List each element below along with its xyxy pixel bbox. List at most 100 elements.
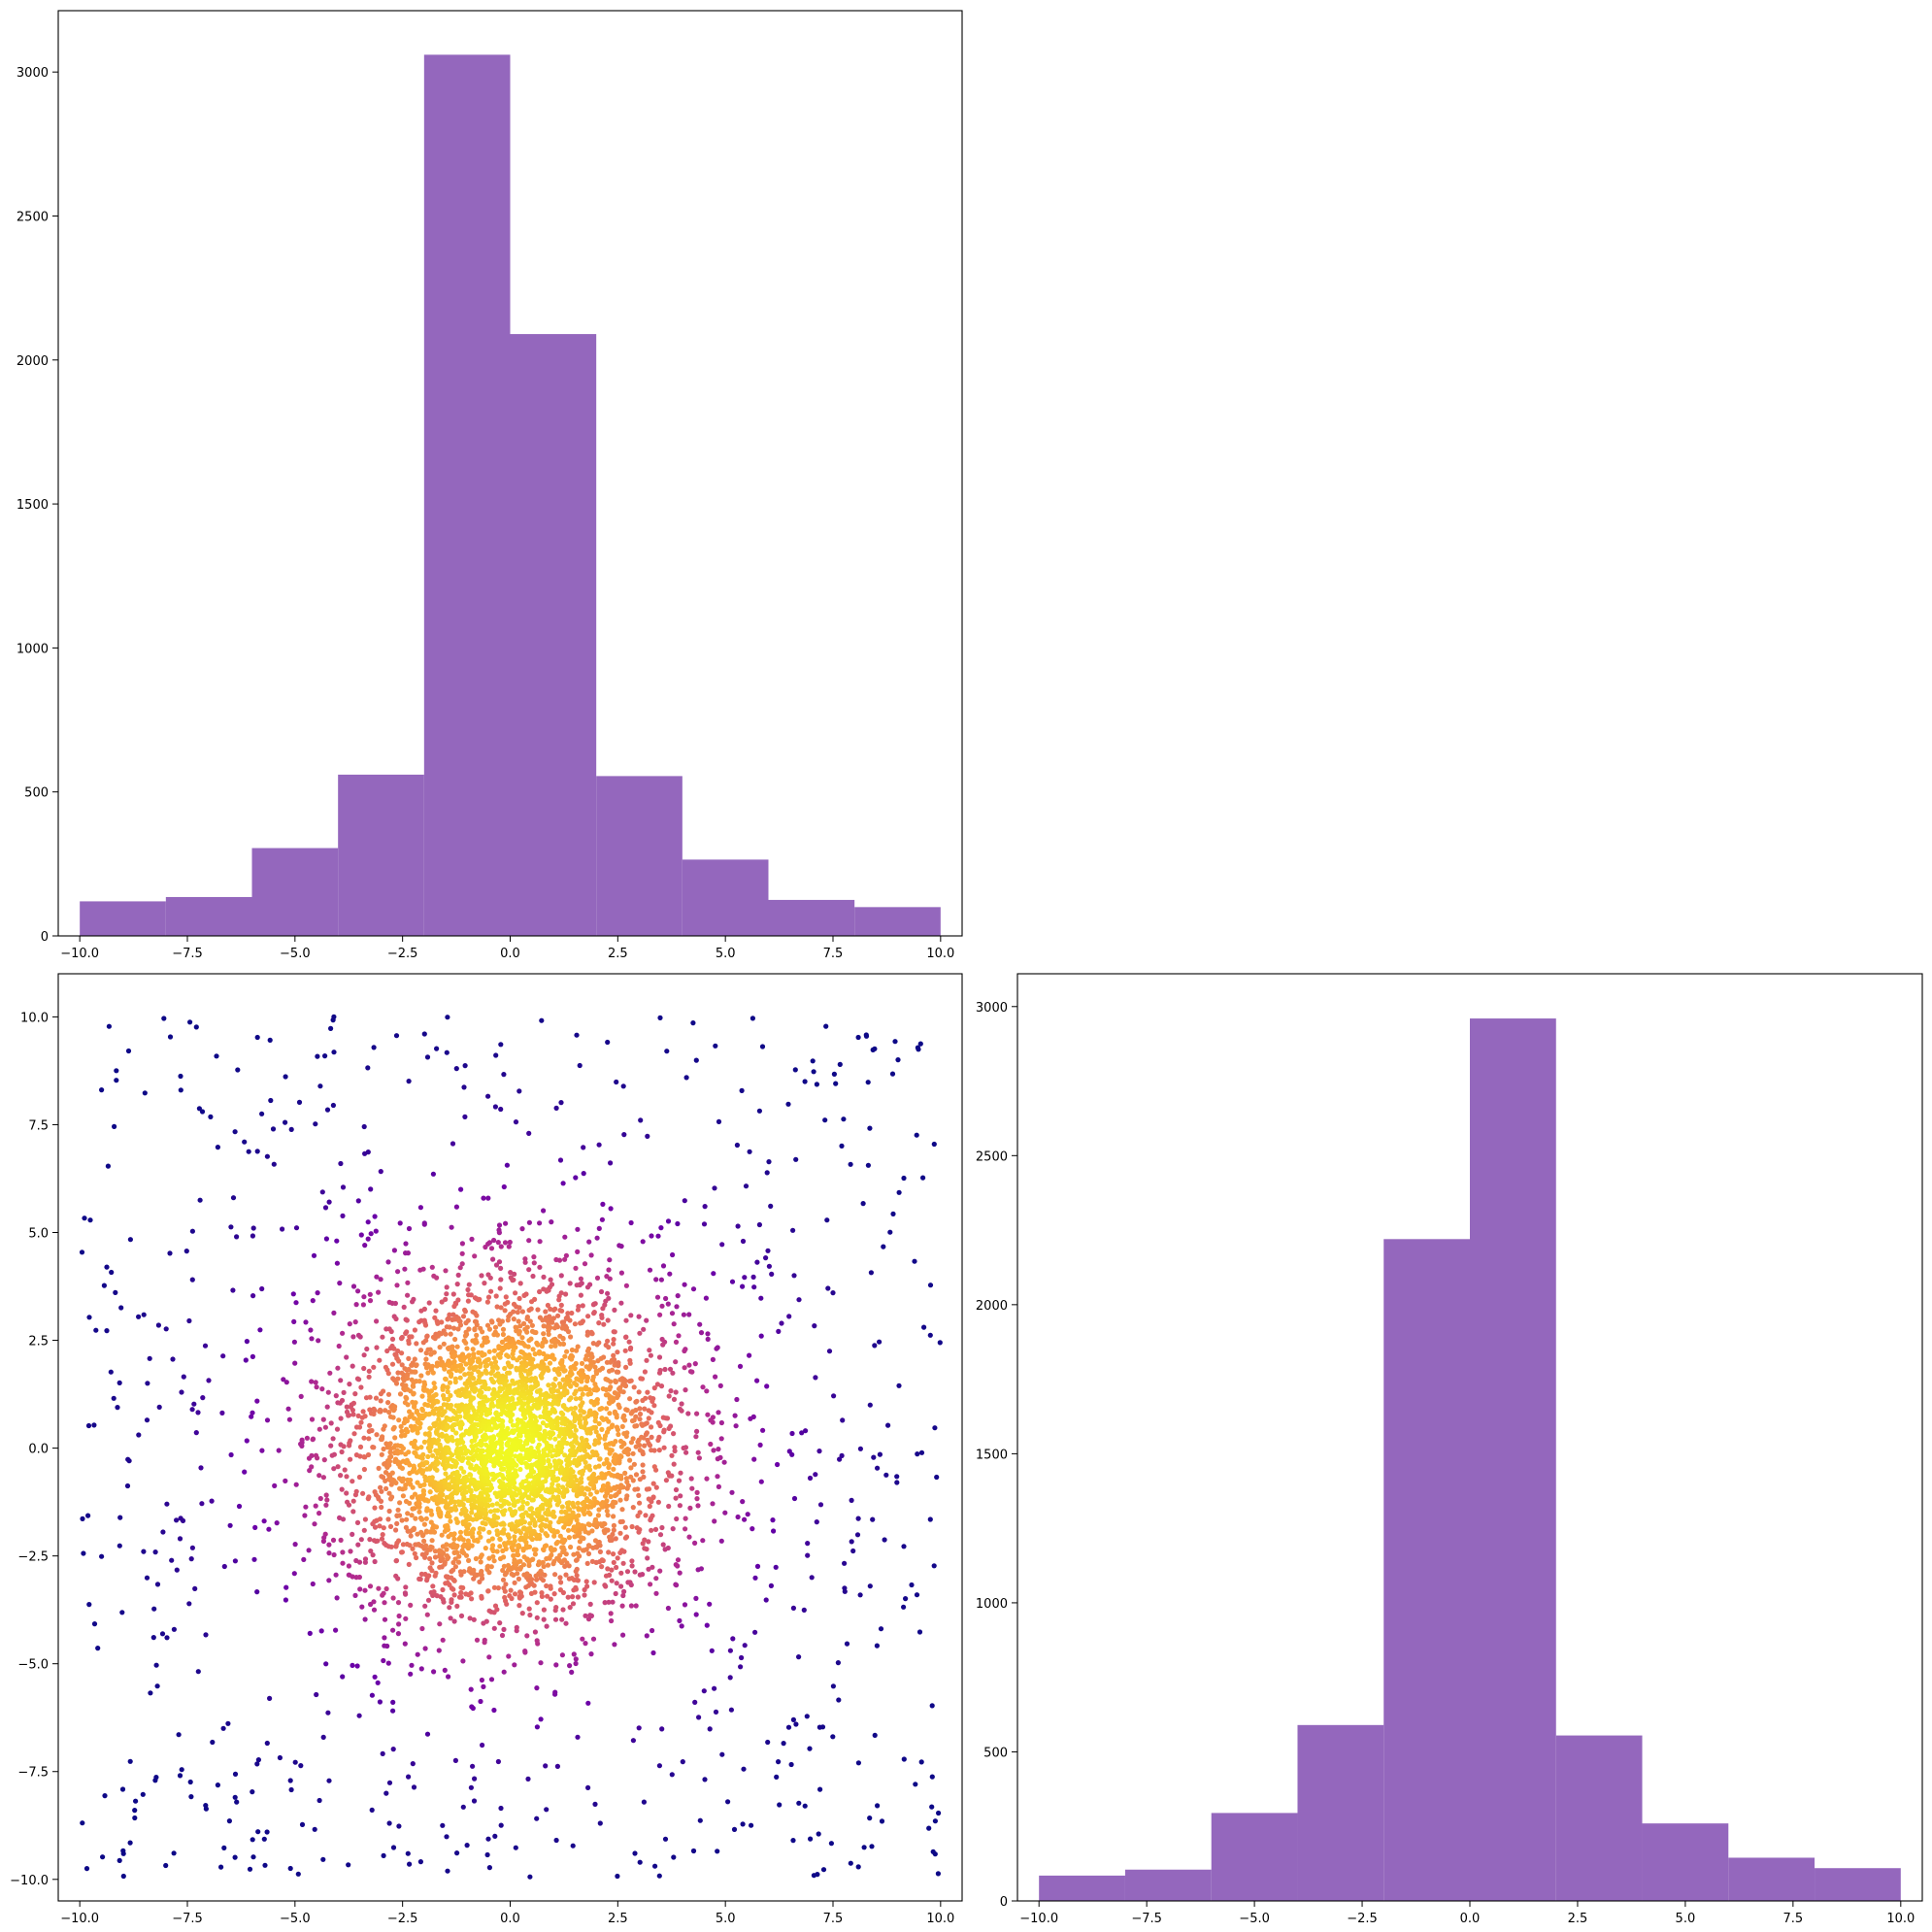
scatter-point bbox=[631, 1461, 638, 1467]
scatter-point bbox=[362, 1587, 368, 1593]
scatter-point bbox=[531, 1260, 537, 1266]
scatter-point bbox=[529, 1299, 535, 1305]
scatter-point bbox=[512, 1557, 517, 1563]
scatter-point bbox=[250, 1789, 255, 1795]
scatter-point bbox=[439, 1299, 445, 1305]
scatter-point bbox=[364, 1346, 370, 1352]
scatter-point bbox=[569, 1310, 575, 1316]
scatter-point bbox=[515, 1310, 520, 1316]
scatter-point bbox=[842, 1585, 848, 1591]
scatter-point bbox=[485, 1195, 491, 1201]
scatter-point bbox=[752, 1629, 758, 1635]
scatter-point bbox=[555, 1494, 561, 1500]
scatter-point bbox=[500, 1567, 506, 1574]
scatter-point bbox=[113, 1289, 118, 1295]
scatter-point bbox=[481, 1683, 486, 1689]
scatter-point bbox=[558, 1100, 564, 1106]
scatter-point bbox=[521, 1554, 527, 1560]
scatter-point bbox=[808, 1836, 814, 1842]
scatter-point bbox=[573, 1427, 579, 1433]
scatter-point bbox=[754, 1259, 760, 1265]
scatter-point bbox=[87, 1217, 93, 1223]
scatter-point bbox=[309, 1379, 315, 1384]
scatter-point bbox=[412, 1550, 417, 1556]
x-tick-label: 5.0 bbox=[716, 947, 736, 961]
scatter-point bbox=[99, 1087, 105, 1093]
scatter-point bbox=[596, 1507, 602, 1513]
histogram-bar bbox=[80, 901, 166, 936]
scatter-point bbox=[879, 1818, 885, 1824]
scatter-point bbox=[484, 1299, 490, 1305]
scatter-point bbox=[478, 1534, 483, 1540]
scatter-point bbox=[606, 1464, 612, 1471]
scatter-point bbox=[555, 1313, 561, 1318]
scatter-point bbox=[585, 1700, 591, 1706]
scatter-point bbox=[432, 1554, 439, 1560]
scatter-point bbox=[393, 1527, 399, 1533]
scatter-point bbox=[550, 1394, 556, 1400]
scatter-point bbox=[871, 1454, 877, 1460]
scatter-point bbox=[556, 1440, 562, 1446]
scatter-point bbox=[79, 1249, 85, 1255]
scatter-point bbox=[673, 1582, 679, 1587]
scatter-point bbox=[411, 1383, 416, 1389]
scatter-point bbox=[729, 1489, 735, 1495]
scatter-point bbox=[148, 1690, 153, 1696]
scatter-point bbox=[427, 1411, 433, 1416]
scatter-point bbox=[489, 1396, 495, 1402]
scatter-point bbox=[584, 1284, 591, 1290]
scatter-point bbox=[600, 1306, 606, 1312]
scatter-point bbox=[887, 1229, 893, 1235]
scatter-point bbox=[621, 1132, 627, 1138]
scatter-point bbox=[732, 1413, 738, 1418]
scatter-point bbox=[548, 1596, 553, 1602]
scatter-point bbox=[264, 1829, 270, 1835]
scatter-point bbox=[541, 1563, 547, 1570]
scatter-point bbox=[494, 1501, 500, 1507]
scatter-point bbox=[669, 1452, 675, 1458]
scatter-point bbox=[894, 1480, 900, 1485]
scatter-point bbox=[499, 1339, 506, 1345]
scatter-point bbox=[539, 1343, 546, 1349]
scatter-point bbox=[731, 1826, 738, 1832]
scatter-point bbox=[147, 1355, 152, 1361]
scatter-point bbox=[487, 1509, 494, 1515]
scatter-point bbox=[718, 1538, 724, 1544]
scatter-point bbox=[613, 1379, 618, 1384]
scatter-point bbox=[457, 1375, 463, 1381]
x-tick-label: 0.0 bbox=[500, 947, 520, 961]
scatter-point bbox=[488, 1288, 494, 1294]
scatter-point bbox=[386, 1462, 392, 1468]
scatter-point bbox=[453, 1430, 459, 1436]
scatter-point bbox=[346, 1502, 352, 1508]
scatter-point bbox=[333, 1572, 339, 1578]
scatter-point bbox=[526, 1494, 532, 1500]
scatter-point bbox=[420, 1487, 426, 1493]
scatter-point bbox=[599, 1487, 605, 1493]
scatter-point bbox=[360, 1302, 366, 1308]
scatter-point bbox=[495, 1393, 501, 1399]
scatter-point bbox=[516, 1295, 522, 1302]
scatter-point bbox=[513, 1290, 518, 1296]
scatter-point bbox=[773, 1564, 779, 1570]
scatter-point bbox=[360, 1490, 366, 1496]
scatter-point bbox=[457, 1318, 463, 1324]
scatter-point bbox=[380, 1475, 386, 1481]
scatter-point bbox=[377, 1516, 383, 1522]
scatter-point bbox=[525, 1526, 531, 1532]
scatter-point bbox=[362, 1454, 368, 1460]
scatter-point bbox=[751, 1456, 757, 1462]
scatter-point bbox=[590, 1636, 597, 1642]
scatter-point bbox=[382, 1423, 387, 1429]
scatter-point bbox=[485, 1497, 491, 1503]
scatter-point bbox=[472, 1388, 478, 1394]
scatter-point bbox=[534, 1685, 540, 1691]
scatter-point bbox=[374, 1274, 380, 1280]
scatter-point bbox=[590, 1302, 597, 1308]
scatter-point bbox=[330, 1537, 337, 1543]
scatter-point bbox=[620, 1592, 626, 1599]
scatter-point bbox=[419, 1516, 425, 1522]
scatter-point bbox=[618, 1583, 624, 1589]
scatter-point bbox=[479, 1343, 485, 1349]
scatter-point bbox=[486, 1349, 492, 1354]
